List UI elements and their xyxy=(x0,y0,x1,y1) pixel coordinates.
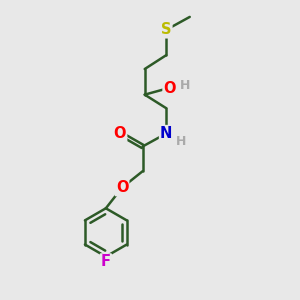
Text: F: F xyxy=(101,254,111,269)
Text: H: H xyxy=(176,135,187,148)
Text: O: O xyxy=(116,180,128,195)
Text: O: O xyxy=(164,81,176,96)
Text: N: N xyxy=(160,126,172,141)
Text: H: H xyxy=(180,79,190,92)
Text: O: O xyxy=(114,126,126,141)
Text: S: S xyxy=(161,22,171,38)
